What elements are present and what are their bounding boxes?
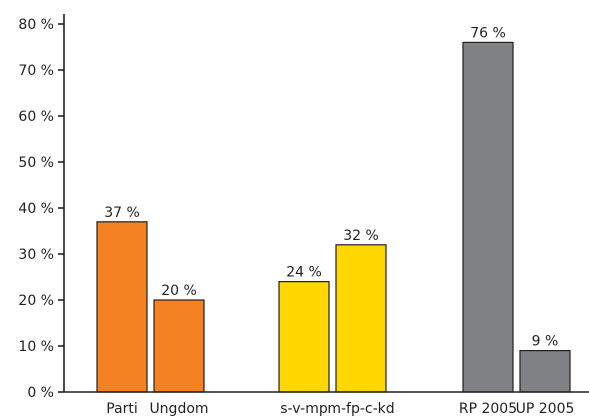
category-label: UP 2005 — [516, 401, 575, 417]
y-tick-label: 50 % — [18, 155, 54, 171]
y-tick-label: 70 % — [18, 63, 54, 79]
y-tick-label: 30 % — [18, 247, 54, 263]
y-tick-label: 60 % — [18, 109, 54, 125]
bars — [96, 41, 571, 393]
data-label: 76 % — [470, 25, 506, 41]
y-tick-label: 20 % — [18, 293, 54, 309]
data-label: 37 % — [104, 205, 140, 221]
data-label: 32 % — [343, 228, 379, 244]
bar-ungdom — [153, 299, 205, 393]
y-axis-ticks: 0 % 10 % 20 % 30 % 40 % 50 % 60 % 70 % 80 % — [18, 17, 64, 401]
data-label: 20 % — [161, 283, 197, 299]
y-tick-label: 40 % — [18, 201, 54, 217]
data-labels: 37 % 20 % 24 % 32 % 76 % 9 % — [104, 25, 558, 349]
bar-s-v-mp — [278, 281, 330, 393]
data-label: 24 % — [286, 265, 322, 281]
data-label: 9 % — [532, 334, 559, 350]
y-tick-label: 80 % — [18, 17, 54, 33]
category-label: Parti — [106, 401, 138, 417]
bar-rp-2005 — [462, 41, 514, 393]
category-label: s-v-mp — [280, 401, 328, 417]
bar-parti — [96, 221, 148, 393]
y-tick-label: 0 % — [27, 385, 54, 401]
bar-up-2005 — [519, 350, 571, 393]
y-tick-label: 10 % — [18, 339, 54, 355]
bar-m-fp-c-kd — [335, 244, 387, 393]
category-label: m-fp-c-kd — [327, 401, 394, 417]
category-label: Ungdom — [149, 401, 208, 417]
category-label: RP 2005 — [459, 401, 517, 417]
